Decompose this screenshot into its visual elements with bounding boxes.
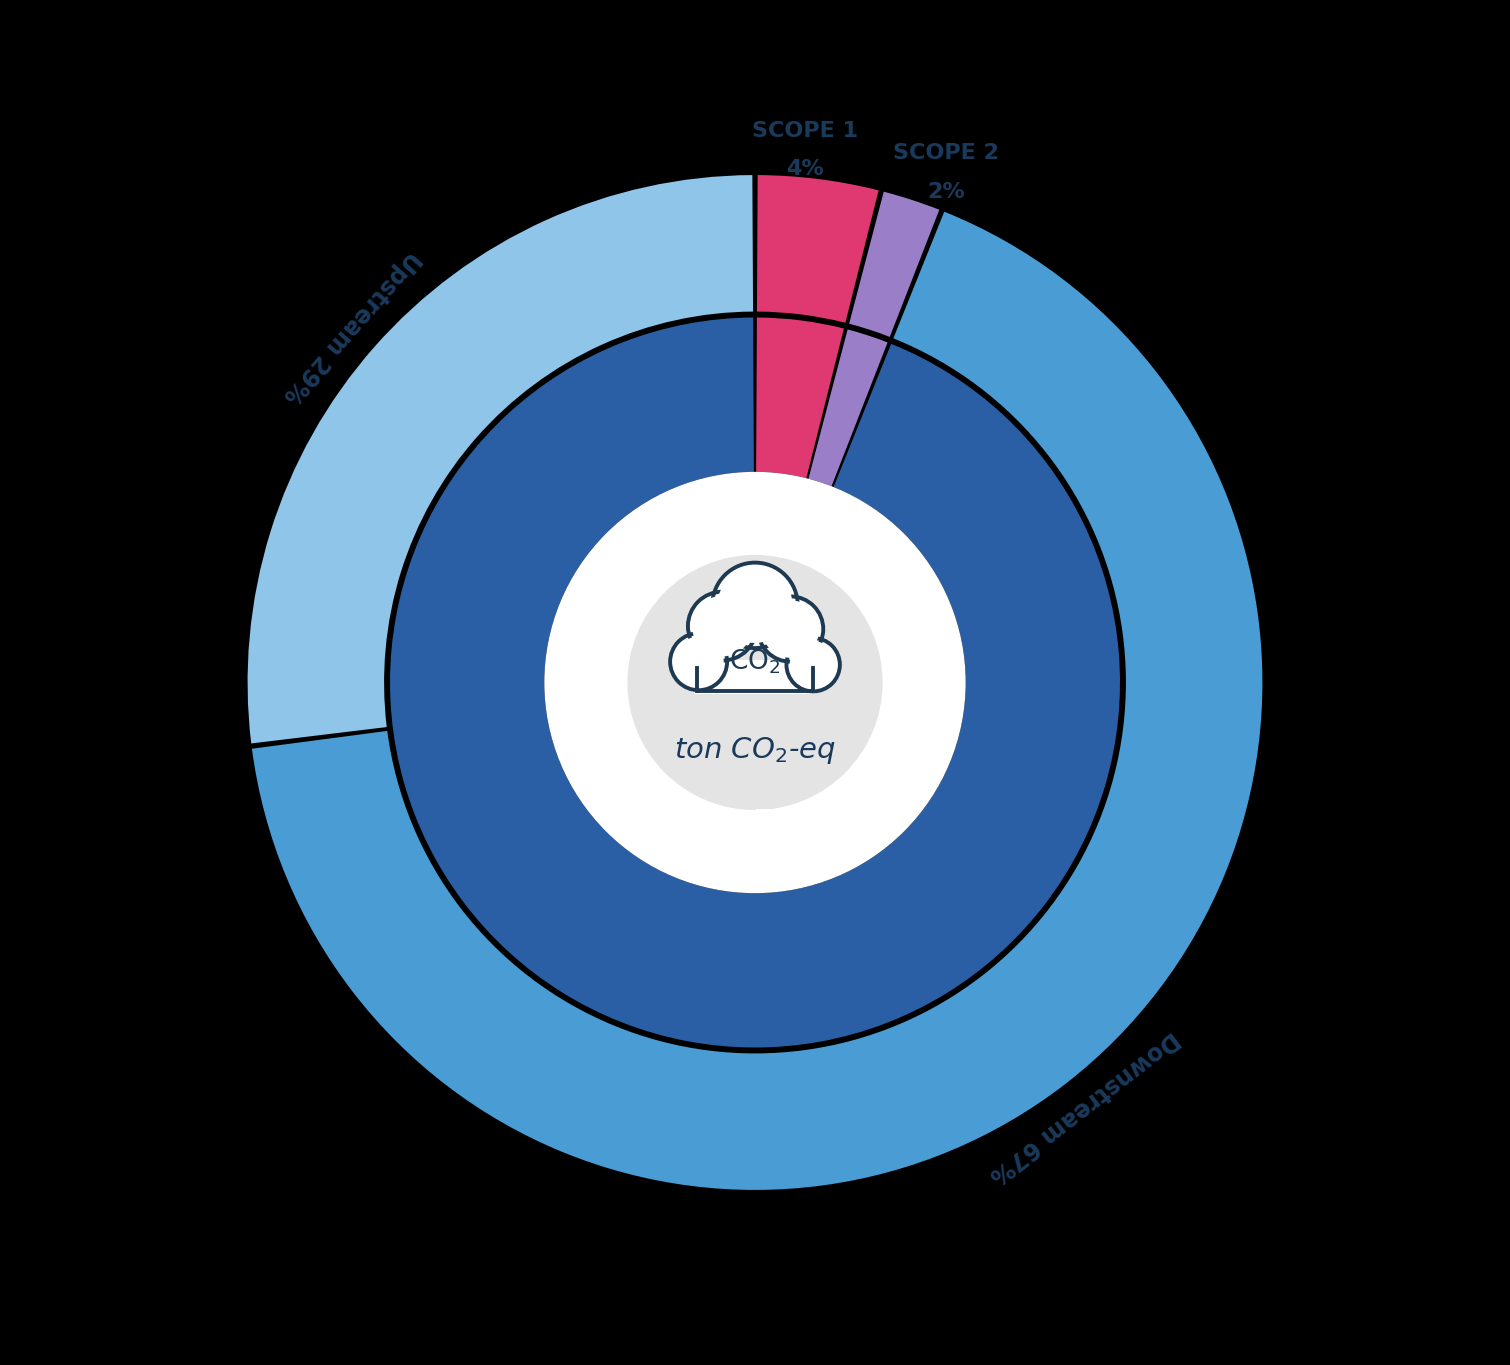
Circle shape <box>790 642 837 688</box>
Wedge shape <box>252 212 1262 1190</box>
Circle shape <box>787 637 840 692</box>
Wedge shape <box>849 191 939 337</box>
Circle shape <box>692 597 752 657</box>
Wedge shape <box>757 175 879 322</box>
Text: CO$_2$: CO$_2$ <box>729 647 781 676</box>
Wedge shape <box>757 318 844 478</box>
Text: 4%: 4% <box>787 160 824 179</box>
Circle shape <box>758 597 823 662</box>
Wedge shape <box>808 329 888 486</box>
Text: SCOPE 2: SCOPE 2 <box>892 143 998 162</box>
Circle shape <box>689 591 757 661</box>
Circle shape <box>717 568 793 643</box>
Text: Downstream 67%: Downstream 67% <box>985 1026 1184 1188</box>
Circle shape <box>673 636 723 687</box>
Circle shape <box>544 472 966 893</box>
Text: 96%: 96% <box>711 846 799 880</box>
Wedge shape <box>248 175 753 744</box>
Circle shape <box>713 562 797 648</box>
Text: ton CO$_2$-eq: ton CO$_2$-eq <box>673 736 837 766</box>
Bar <box>695 659 815 695</box>
Text: Upstream 29%: Upstream 29% <box>279 247 426 408</box>
Circle shape <box>763 601 820 658</box>
Circle shape <box>670 633 728 691</box>
Wedge shape <box>390 318 1120 1047</box>
Text: SCOPE 1: SCOPE 1 <box>752 120 858 141</box>
Circle shape <box>627 556 883 809</box>
Text: SCOPE 3: SCOPE 3 <box>669 808 841 842</box>
Text: 2%: 2% <box>927 182 965 202</box>
